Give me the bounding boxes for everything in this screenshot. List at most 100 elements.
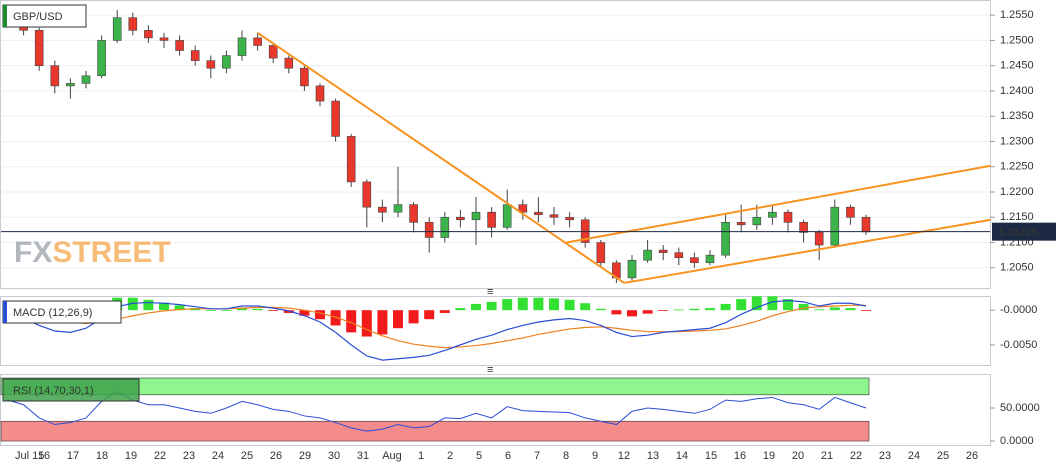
histogram-bar (346, 310, 357, 333)
candle-body (658, 249, 668, 253)
histogram-bar (252, 308, 263, 311)
y-tick-label: 1.2550 (1000, 9, 1034, 21)
legend-label: MACD (12,26,9) (13, 307, 92, 319)
histogram-bar (564, 299, 575, 311)
candle-body (440, 216, 450, 238)
x-tick-label: 15 (705, 450, 717, 462)
candle-body (627, 259, 637, 279)
x-tick-label: 19 (763, 450, 775, 462)
x-tick-label: 22 (850, 450, 862, 462)
candle-body (424, 222, 434, 238)
histogram-bar (221, 310, 232, 311)
panel-handle: ≡ (487, 364, 493, 376)
last-price-label: 1.21215 (998, 227, 1038, 239)
candle-body (66, 83, 75, 87)
candle-body (253, 37, 262, 46)
y-tick-label: 1.2350 (1000, 110, 1034, 122)
y-tick-label: -0.0050 (1000, 339, 1037, 351)
y-tick-label: 1.2200 (1000, 186, 1034, 198)
histogram-bar (205, 310, 216, 311)
candle-body (643, 249, 652, 261)
macd-line (7, 299, 867, 361)
y-tick-label: 1.2250 (1000, 161, 1034, 173)
y-tick-label: 50.0000 (1000, 402, 1040, 414)
histogram-bar (720, 303, 731, 311)
x-tick-label: 25 (937, 450, 949, 462)
candle-body (97, 40, 106, 77)
histogram-bar (237, 308, 247, 311)
candle-body (112, 17, 122, 41)
candle-body (783, 211, 793, 223)
histogram-bar (642, 310, 653, 314)
legend-box (2, 378, 140, 402)
x-tick-label: 24 (908, 450, 920, 462)
x-tick-label: 16 (734, 450, 746, 462)
candle-body (81, 75, 91, 84)
histogram-bar (611, 310, 622, 315)
candle-body (814, 232, 824, 246)
histogram-bar (736, 299, 747, 311)
trendline (257, 32, 625, 284)
x-tick-label: 7 (534, 450, 540, 462)
x-tick-label: 17 (67, 450, 79, 462)
rsi-line (7, 390, 867, 432)
trendline (566, 164, 991, 244)
histogram-bar (455, 308, 466, 311)
histogram-bar (330, 310, 341, 326)
candle-body (237, 37, 247, 56)
candle-body (128, 17, 138, 31)
y-tick-label: 1.2400 (1000, 85, 1034, 97)
histogram-bar (751, 296, 762, 311)
candle-body (674, 252, 684, 258)
histogram-bar (580, 303, 591, 311)
chart-title: GBP/USD (13, 11, 63, 23)
x-tick-label: 1 (418, 450, 424, 462)
candle-body (471, 211, 481, 221)
x-tick-label: 19 (125, 450, 137, 462)
layer: 1.20501.21001.21501.22001.22501.23001.23… (0, 4, 1056, 462)
histogram-bar (549, 298, 559, 311)
histogram-bar (377, 310, 388, 335)
legend-label: RSI (14,70,30,1) (13, 385, 94, 397)
x-tick-label: 22 (154, 450, 166, 462)
x-tick-label: 16 (38, 450, 50, 462)
watermark-part: STREET (52, 236, 170, 269)
x-tick-label: 31 (357, 450, 369, 462)
watermark: FXSTREET (14, 236, 171, 269)
panel-handle: ≡ (487, 286, 493, 298)
histogram-bar (471, 303, 481, 311)
candle-body (362, 181, 372, 208)
histogram-bar (783, 299, 793, 311)
watermark-part: FX (14, 236, 52, 269)
x-tick-label: 14 (676, 450, 688, 462)
histogram-bar (127, 297, 138, 311)
histogram-bar (658, 310, 669, 311)
candle-body (409, 204, 418, 223)
candle-body (705, 254, 715, 264)
x-tick-label: Jul 15 (15, 450, 44, 462)
x-tick-label: 8 (563, 450, 569, 462)
candle-body (596, 242, 606, 264)
histogram-bar (283, 310, 294, 313)
candle-body (50, 65, 60, 87)
x-tick-label: 26 (270, 450, 282, 462)
x-tick-label: 13 (647, 450, 659, 462)
histogram-bar (159, 302, 169, 311)
y-tick-label: -0.0000 (1000, 304, 1037, 316)
y-tick-label: 0.0000 (1000, 435, 1034, 447)
histogram-bar (424, 310, 435, 320)
x-tick-label: 5 (476, 450, 482, 462)
overbought-band (0, 377, 870, 396)
candle-body (487, 211, 496, 228)
signal-line (7, 304, 866, 349)
candle-body (518, 204, 528, 213)
candle-body (846, 206, 855, 218)
x-tick-label: 30 (328, 450, 340, 462)
candle-body (768, 211, 777, 218)
candle-body (34, 30, 44, 66)
x-tick-label: 2 (447, 450, 453, 462)
candle-body (284, 57, 294, 69)
histogram-bar (627, 310, 637, 317)
candle-body (346, 136, 356, 183)
